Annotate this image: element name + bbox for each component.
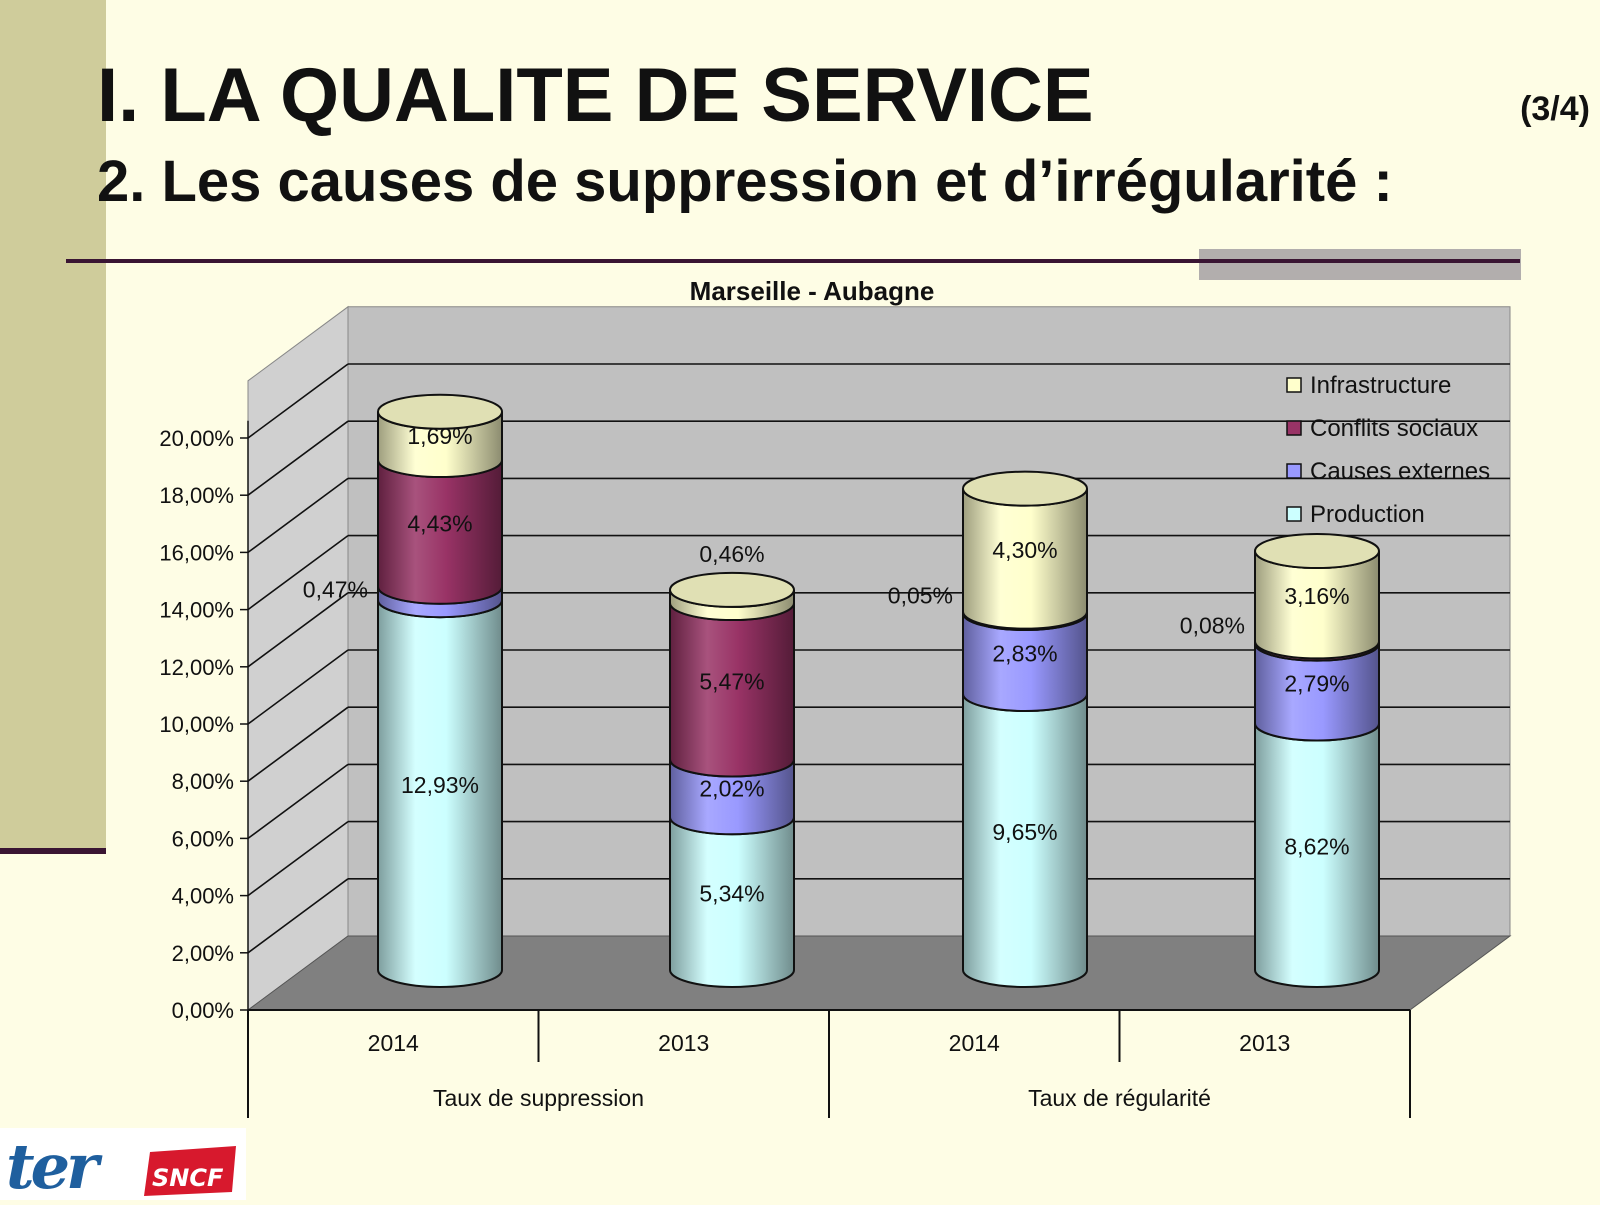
gridline-side <box>247 477 349 554</box>
cylinder-top-cap <box>962 470 1088 507</box>
title-rule <box>66 259 1520 263</box>
legend-label: Causes externes <box>1310 458 1490 485</box>
decorative-side-band <box>0 0 106 850</box>
chart-title: Marseille - Aubagne <box>690 276 935 306</box>
logo-area: ter SNCF <box>0 1128 246 1203</box>
data-label: 2,02% <box>699 775 764 801</box>
y-tick-label: 4,00% <box>172 884 234 909</box>
data-label: 4,43% <box>407 510 472 536</box>
data-label: 0,46% <box>699 541 764 567</box>
x-tick-label: 2013 <box>1239 1030 1290 1056</box>
data-label: 5,47% <box>699 668 764 694</box>
chart-legend: Infrastructure Conflits sociaux Causes ext… <box>1286 372 1490 528</box>
title-rule-accent <box>1199 249 1521 280</box>
y-tick-label: 12,00% <box>159 655 234 680</box>
legend-swatch <box>1286 506 1302 522</box>
gridline-side <box>247 649 349 725</box>
data-label: 5,34% <box>699 881 764 907</box>
x-tick-label: 2014 <box>949 1030 1000 1056</box>
data-label: 3,16% <box>1284 583 1349 609</box>
y-tick-label: 8,00% <box>172 769 234 794</box>
legend-label: Production <box>1310 501 1425 528</box>
y-tick-label: 6,00% <box>172 826 234 851</box>
y-tick-label: 0,00% <box>172 998 234 1023</box>
cylinder-top-cap <box>669 571 795 608</box>
data-label: 9,65% <box>992 819 1057 845</box>
chart-side-wall <box>247 305 349 1011</box>
data-label: 1,69% <box>407 423 472 449</box>
legend-swatch <box>1286 420 1302 436</box>
cylinder-top-cap <box>377 393 503 430</box>
data-label: 8,62% <box>1284 834 1349 860</box>
legend-swatch <box>1286 463 1302 479</box>
gridline-side <box>247 363 349 439</box>
y-tick-label: 2,00% <box>172 941 234 966</box>
data-label: 4,30% <box>992 537 1057 563</box>
cylinder-top-cap <box>1254 533 1380 570</box>
x-group-label: Taux de suppression <box>433 1085 644 1111</box>
slide-subtitle: 2. Les causes de suppression et d’irrégu… <box>97 149 1393 214</box>
y-tick-label: 18,00% <box>159 483 234 508</box>
data-label: 0,08% <box>1180 612 1245 638</box>
gridline-side <box>247 763 349 840</box>
slide-title: I. LA QUALITE DE SERVICE <box>97 53 1094 138</box>
y-tick-label: 14,00% <box>159 598 234 623</box>
gridline-side <box>247 534 349 611</box>
legend-swatch <box>1286 377 1302 393</box>
gridline-side <box>247 706 349 782</box>
x-tick-label: 2013 <box>658 1030 709 1056</box>
x-tick-label: 2014 <box>368 1030 419 1056</box>
gridline-side <box>247 592 349 668</box>
gridline-side <box>247 420 349 496</box>
legend-label: Conflits sociaux <box>1310 415 1478 442</box>
ter-logo: ter <box>6 1130 103 1200</box>
x-group-label: Taux de régularité <box>1028 1085 1211 1111</box>
y-tick-label: 16,00% <box>159 540 234 565</box>
sncf-logo: SNCF <box>144 1146 236 1196</box>
data-label: 0,47% <box>303 576 368 602</box>
y-tick-label: 20,00% <box>159 426 234 451</box>
data-label: 2,83% <box>992 641 1057 667</box>
data-label: 12,93% <box>401 772 479 798</box>
y-tick-label: 10,00% <box>159 712 234 737</box>
gridline-side <box>247 878 349 954</box>
svg-text:SNCF: SNCF <box>152 1164 224 1192</box>
slide-counter: (3/4) <box>1520 90 1590 128</box>
side-band-rule <box>0 848 106 854</box>
gridline-side <box>247 820 349 897</box>
data-label: 2,79% <box>1284 671 1349 697</box>
data-label: 0,05% <box>888 583 953 609</box>
legend-label: Infrastructure <box>1310 372 1451 399</box>
